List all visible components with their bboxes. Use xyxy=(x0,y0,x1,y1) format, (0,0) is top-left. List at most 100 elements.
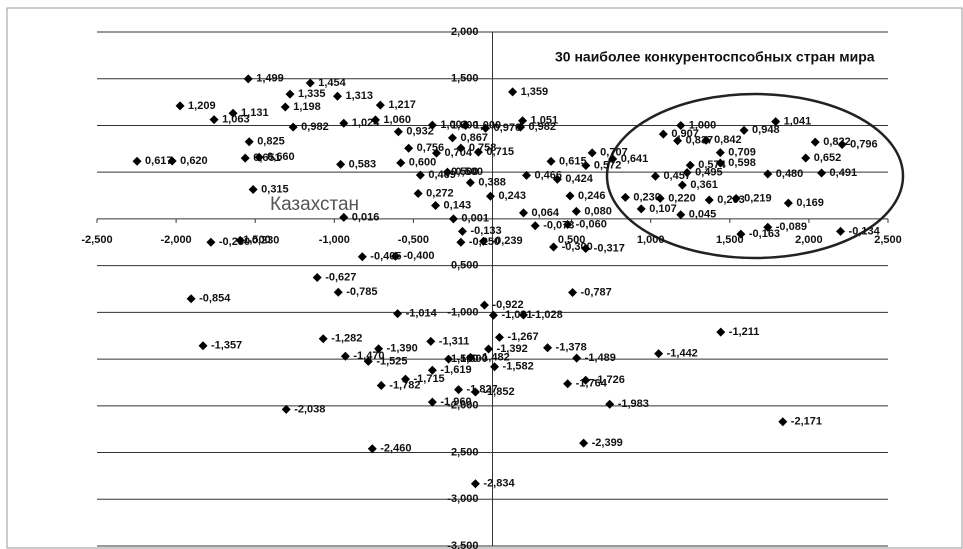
point xyxy=(248,184,258,194)
data-label: 0,203 xyxy=(717,194,745,206)
data-label: -2,834 xyxy=(483,478,515,490)
data-label: 0,143 xyxy=(444,199,472,211)
data-label: -1,489 xyxy=(585,352,616,364)
frame xyxy=(6,7,963,549)
point xyxy=(519,208,529,218)
point xyxy=(427,397,437,407)
data-label: 0,948 xyxy=(752,124,780,136)
point xyxy=(563,379,573,389)
data-label: -1,852 xyxy=(483,386,514,398)
point xyxy=(470,479,480,489)
point xyxy=(254,152,264,162)
data-label: 1,041 xyxy=(784,116,812,128)
point xyxy=(731,193,741,203)
point xyxy=(457,226,467,236)
annotation: 30 наиболее конкурентоспсобных стран мир… xyxy=(555,49,875,65)
point xyxy=(608,154,618,164)
point xyxy=(654,349,664,359)
point xyxy=(393,309,403,319)
point xyxy=(333,287,343,297)
y-tick-label: 0,500 xyxy=(451,166,479,178)
point xyxy=(340,351,350,361)
x-tick-label: -0,500 xyxy=(398,234,429,246)
data-label: -1,378 xyxy=(556,342,587,354)
point xyxy=(673,136,683,146)
point xyxy=(393,127,403,137)
data-label: -1,619 xyxy=(440,364,471,376)
point xyxy=(494,332,504,342)
point xyxy=(312,273,322,283)
data-label: 0,707 xyxy=(600,147,628,159)
data-label: 0,825 xyxy=(257,136,285,148)
data-label: -0,250 xyxy=(219,236,250,248)
data-label: 1,000 xyxy=(474,119,502,131)
data-label: -0,134 xyxy=(849,225,881,237)
point xyxy=(636,204,646,214)
data-label: 0,970 xyxy=(494,122,522,134)
point xyxy=(280,102,290,112)
data-label: 0,107 xyxy=(649,203,677,215)
data-label: 0,715 xyxy=(486,146,514,158)
data-label: 0,500 xyxy=(455,166,483,178)
point xyxy=(198,341,208,351)
point xyxy=(367,444,377,454)
y-tick-label: 1,500 xyxy=(451,73,479,85)
point xyxy=(620,192,630,202)
point xyxy=(444,354,454,364)
data-label: -0,854 xyxy=(199,293,231,305)
point xyxy=(175,101,185,111)
point xyxy=(587,148,597,158)
point xyxy=(715,148,725,158)
data-label: 0,480 xyxy=(776,168,804,180)
data-label: 0,220 xyxy=(668,192,696,204)
data-label: 1,060 xyxy=(383,114,411,126)
data-label: 0,457 xyxy=(663,170,691,182)
y-tick-label: -3,000 xyxy=(447,493,478,505)
point xyxy=(763,222,773,232)
data-label: 0,469 xyxy=(428,169,456,181)
x-tick-label: -1,500 xyxy=(240,234,271,246)
data-label: -1,960 xyxy=(440,396,471,408)
point xyxy=(470,387,480,397)
data-label: -1,482 xyxy=(479,351,510,363)
point xyxy=(543,343,553,353)
point xyxy=(465,178,475,188)
data-label: 0,169 xyxy=(796,197,824,209)
data-label: 1,454 xyxy=(318,77,346,89)
point xyxy=(481,123,491,133)
point xyxy=(716,327,726,337)
data-label: 1,499 xyxy=(256,73,284,85)
annotation: Казахстан xyxy=(270,194,359,215)
y-tick-label: -3,500 xyxy=(447,540,478,549)
point xyxy=(376,380,386,390)
data-label: 1,003 xyxy=(440,119,468,131)
point xyxy=(396,158,406,168)
data-label: -1,782 xyxy=(389,379,420,391)
data-label: 0,652 xyxy=(814,152,842,164)
data-label: 0,388 xyxy=(478,177,506,189)
point xyxy=(339,118,349,128)
point xyxy=(228,108,238,118)
data-label: -1,392 xyxy=(497,343,528,355)
point xyxy=(305,78,315,88)
data-label: 0,495 xyxy=(695,167,723,179)
point xyxy=(374,344,384,354)
data-label: -1,726 xyxy=(594,374,625,386)
point xyxy=(701,135,711,145)
data-label: 0,982 xyxy=(529,121,557,133)
data-label: 0,822 xyxy=(823,136,851,148)
highlight-ellipse xyxy=(605,92,905,260)
point xyxy=(370,115,380,125)
x-tick-label: 2,000 xyxy=(795,234,823,246)
point xyxy=(546,156,556,166)
point xyxy=(817,168,827,178)
data-label: -1,582 xyxy=(503,361,534,373)
x-tick-label: 1,500 xyxy=(716,234,744,246)
point xyxy=(413,188,423,198)
y-tick-label: 2,000 xyxy=(451,26,479,38)
point xyxy=(739,125,749,135)
point xyxy=(581,160,591,170)
point xyxy=(466,352,476,362)
data-label: -0,627 xyxy=(325,271,356,283)
